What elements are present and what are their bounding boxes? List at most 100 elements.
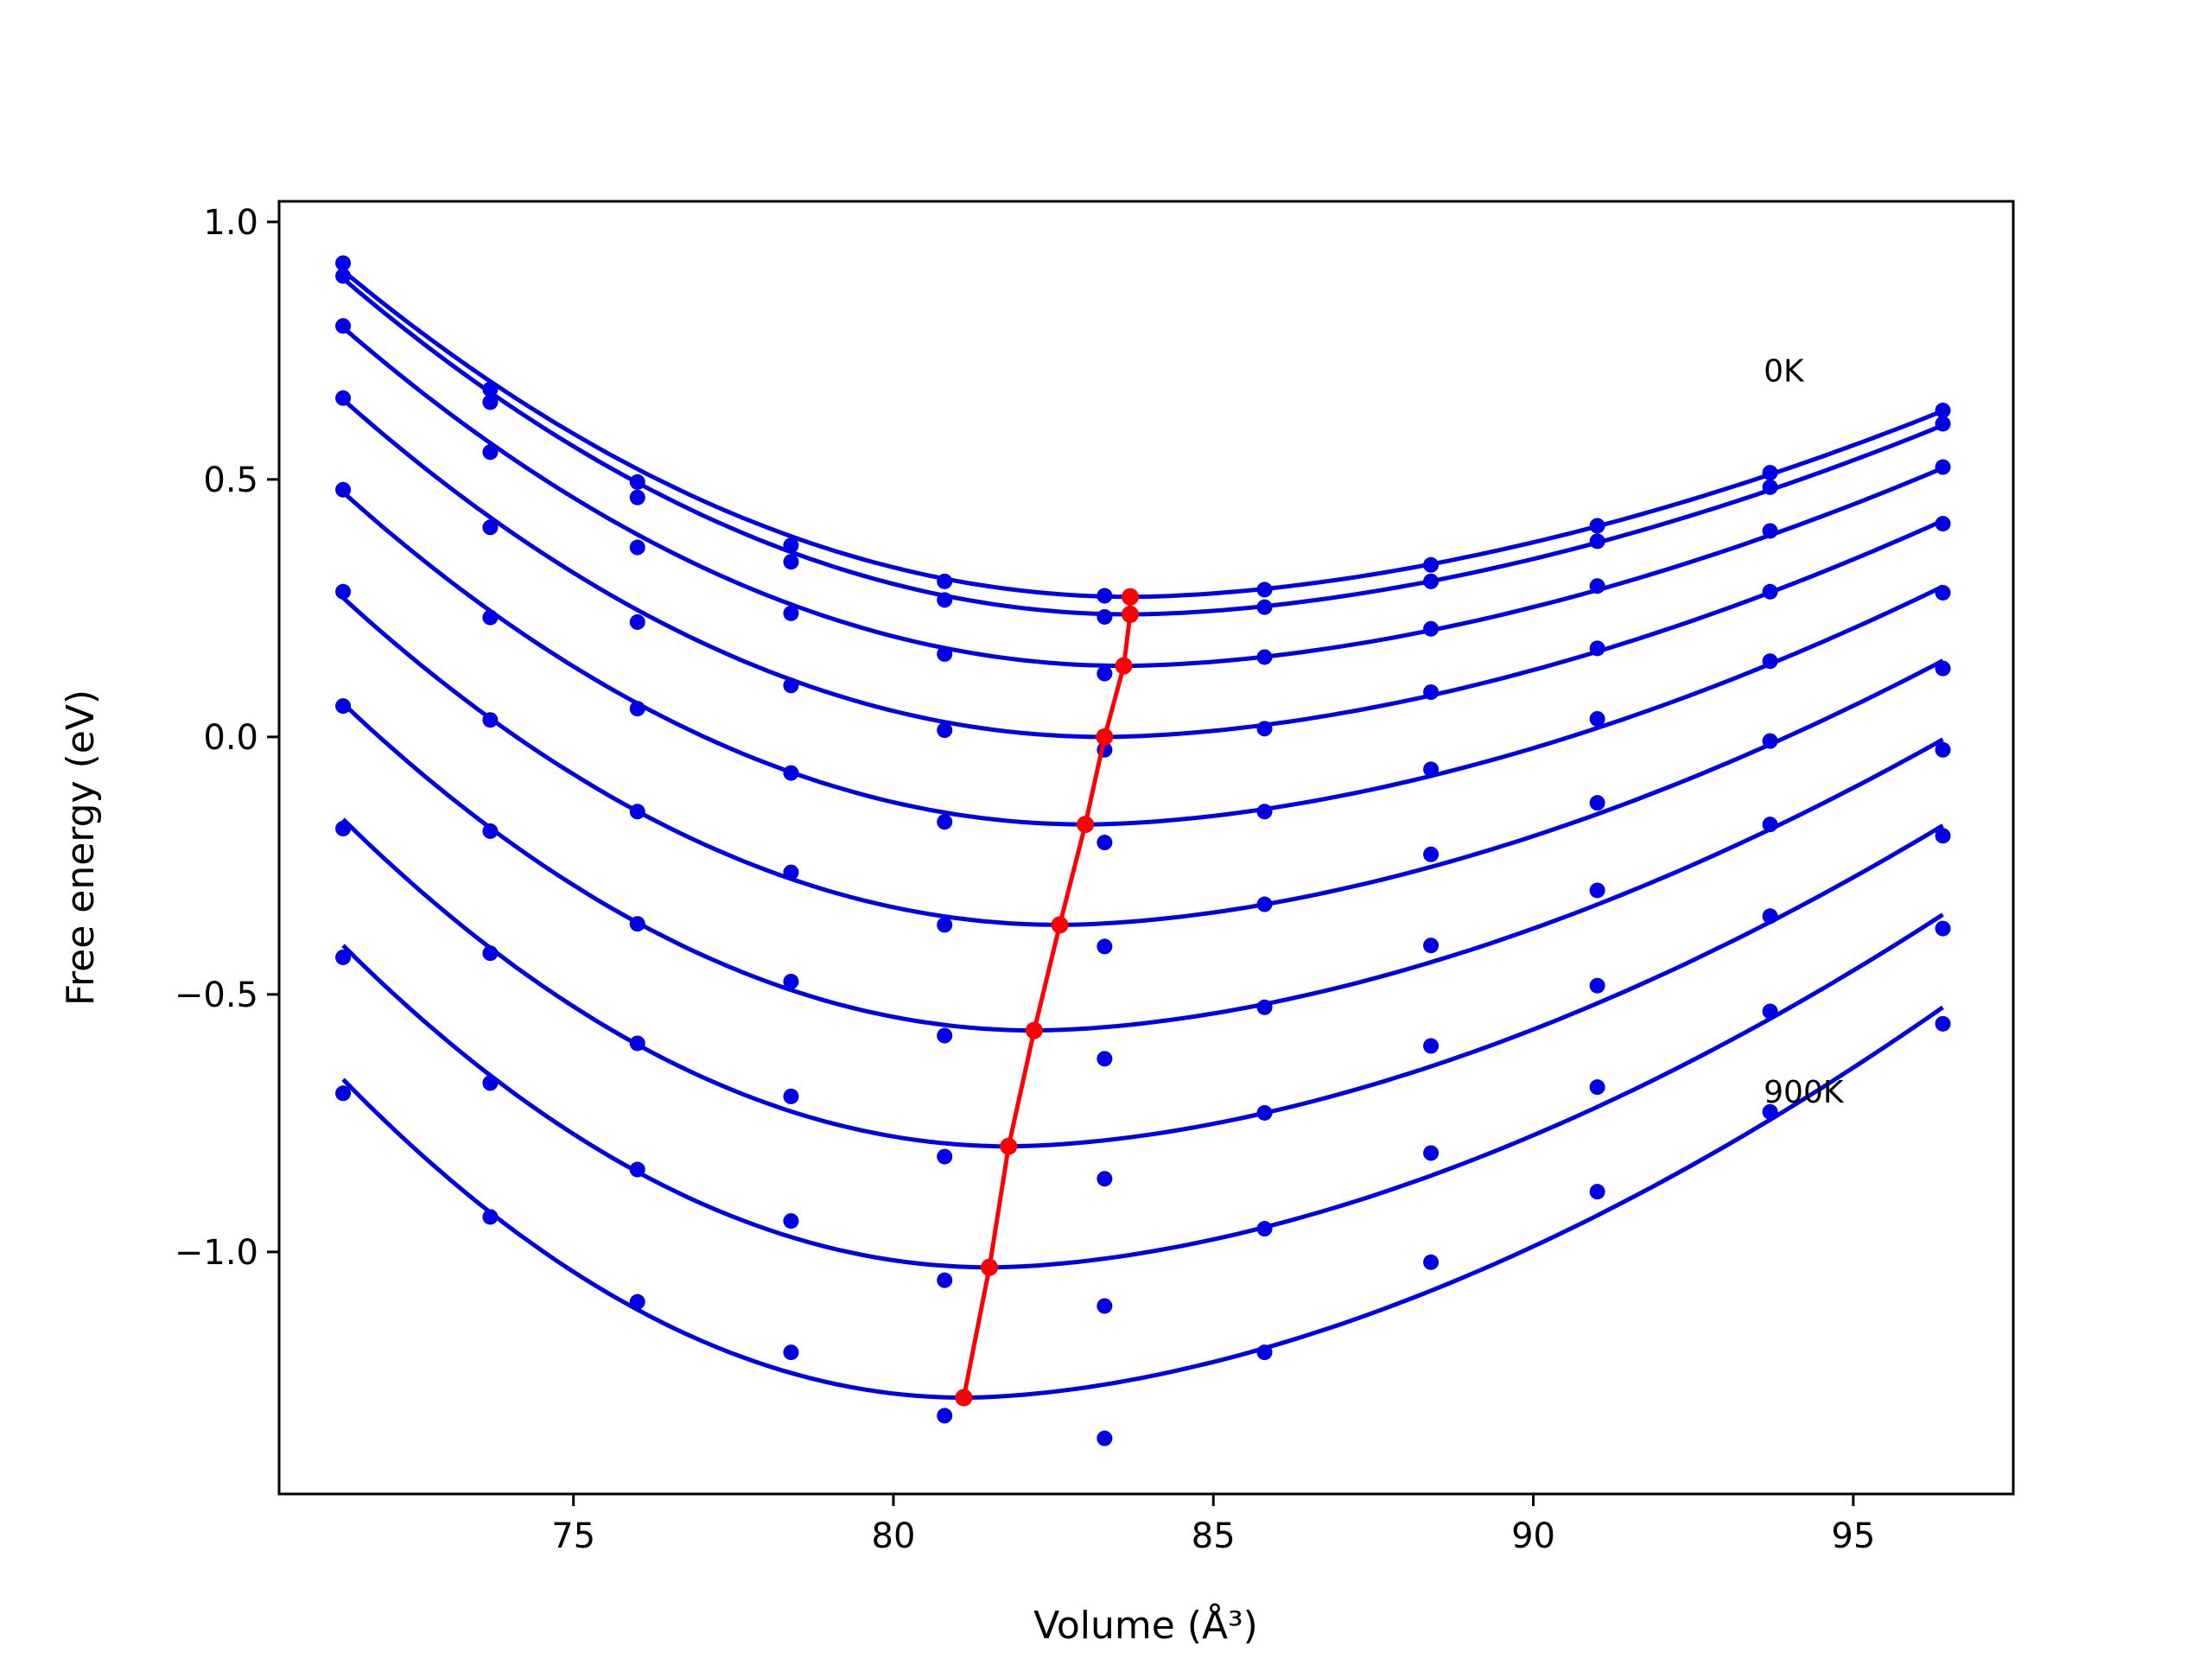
fit-curve	[341, 269, 1944, 600]
data-point	[335, 481, 352, 498]
data-point	[937, 1148, 953, 1165]
data-point	[482, 394, 499, 410]
x-tick-label: 95	[1831, 1516, 1875, 1556]
fit-curve	[341, 490, 1944, 827]
data-point	[1589, 518, 1605, 534]
data-point	[1256, 896, 1273, 912]
series-300K	[335, 390, 1951, 758]
series-800K	[335, 912, 1951, 1314]
equilibrium-point	[1121, 588, 1139, 606]
equilibrium-point	[1051, 916, 1069, 934]
data-point	[1762, 1003, 1778, 1020]
data-point	[482, 609, 499, 626]
data-point	[1935, 516, 1951, 532]
data-point	[783, 973, 799, 989]
data-point	[335, 949, 352, 965]
data-point	[1423, 620, 1440, 637]
data-point	[1762, 817, 1778, 833]
data-point	[629, 1035, 645, 1052]
data-point	[937, 1408, 953, 1424]
x-axis-label: Volume (Å³)	[1033, 1602, 1258, 1648]
data-point	[1096, 665, 1113, 682]
equilibrium-point	[981, 1258, 999, 1276]
series-700K	[335, 817, 1951, 1187]
data-point	[1935, 459, 1951, 475]
data-point	[335, 820, 352, 836]
y-tick-label: 0.5	[203, 461, 258, 500]
data-point	[1096, 1171, 1113, 1187]
annotations: 0K 900K	[1764, 354, 1845, 1110]
data-point	[335, 318, 352, 334]
data-point	[335, 583, 352, 600]
data-point	[1096, 588, 1113, 604]
data-point	[1762, 465, 1778, 481]
data-point	[482, 712, 499, 728]
data-point	[1423, 938, 1440, 954]
data-point	[1935, 584, 1951, 601]
series-200K	[335, 318, 1951, 682]
data-point	[1096, 1051, 1113, 1067]
data-point	[1935, 660, 1951, 677]
data-point	[1096, 1298, 1113, 1314]
data-point	[1423, 556, 1440, 573]
data-point	[482, 444, 499, 461]
data-point	[482, 1209, 499, 1225]
data-point	[1935, 920, 1951, 937]
fit-curve	[341, 397, 1944, 740]
series-0K	[335, 255, 1951, 604]
data-point	[1256, 999, 1273, 1015]
data-point	[1423, 846, 1440, 862]
data-point	[629, 489, 645, 505]
data-point	[1256, 1344, 1273, 1361]
axes-frame	[277, 200, 2015, 1496]
data-point	[629, 1161, 645, 1178]
data-point	[1589, 710, 1605, 727]
data-point	[1256, 1104, 1273, 1121]
data-point	[937, 917, 953, 933]
series-600K	[335, 698, 1951, 1067]
data-point	[335, 268, 352, 284]
data-point	[335, 390, 352, 406]
data-point	[335, 698, 352, 715]
data-point	[1096, 938, 1113, 955]
equilibrium-point	[1096, 728, 1114, 746]
data-point	[783, 605, 799, 621]
data-point	[1589, 578, 1605, 594]
data-point	[1762, 583, 1778, 600]
data-point	[1096, 608, 1113, 625]
data-point	[1762, 733, 1778, 749]
data-point	[937, 573, 953, 589]
data-point	[1256, 721, 1273, 737]
data-point	[1096, 835, 1113, 851]
series-400K	[335, 481, 1951, 851]
data-point	[1256, 1221, 1273, 1237]
data-point	[937, 592, 953, 608]
equilibrium-point	[1077, 816, 1095, 834]
fit-curve	[341, 596, 1944, 927]
data-point	[783, 1088, 799, 1104]
y-tick-label: −1.0	[175, 1233, 258, 1273]
fit-curve	[341, 817, 1944, 1149]
data-point	[783, 765, 799, 781]
x-tick-label: 80	[872, 1516, 916, 1556]
data-point	[1256, 804, 1273, 820]
data-point	[1589, 1079, 1605, 1096]
x-tick-label: 90	[1511, 1516, 1555, 1556]
series-500K	[335, 583, 1951, 955]
equilibrium-point	[1025, 1021, 1043, 1039]
series-900K	[335, 1005, 1951, 1446]
data-point	[1423, 1038, 1440, 1054]
y-axis-label: Free energy (eV)	[59, 690, 103, 1006]
data-point	[1935, 1015, 1951, 1032]
data-point	[937, 722, 953, 739]
fit-curve	[341, 912, 1944, 1270]
y-axis: 1.0 0.5 0.0 −0.5 −1.0	[175, 203, 279, 1273]
data-point	[1935, 402, 1951, 418]
annotation-label: 0K	[1764, 354, 1805, 390]
data-point	[1762, 523, 1778, 539]
data-point	[1935, 828, 1951, 844]
data-point	[335, 255, 352, 271]
data-point	[1589, 640, 1605, 657]
